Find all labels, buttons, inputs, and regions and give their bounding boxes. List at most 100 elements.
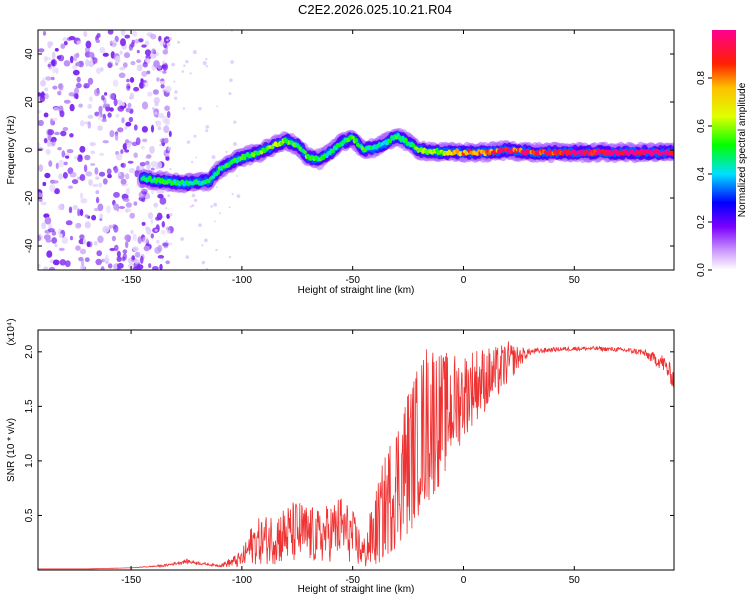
noise-speckle (159, 143, 162, 147)
noise-speckle (103, 103, 110, 107)
noise-speckle (96, 67, 101, 74)
noise-speckle (138, 81, 145, 89)
noise-speckle (52, 259, 60, 266)
x-tick-label: 0 (461, 575, 467, 586)
noise-speckle (38, 235, 42, 242)
noise-speckle (160, 83, 165, 89)
noise-speckle (113, 202, 118, 211)
noise-speckle (166, 152, 170, 157)
noise-speckle (84, 221, 91, 229)
noise-speckle (97, 203, 104, 212)
noise-speckle (131, 255, 135, 261)
noise-speckle (63, 60, 71, 67)
noise-speckle (99, 213, 104, 219)
noise-speckle (83, 164, 88, 173)
noise-speckle (65, 220, 73, 226)
noise-speckle (90, 150, 96, 155)
noise-speckle (105, 254, 109, 261)
noise-speckle (63, 40, 68, 46)
noise-speckle (139, 162, 146, 167)
noise-speckle (201, 260, 206, 265)
noise-speckle (59, 233, 63, 238)
spectral-ridge (136, 127, 674, 194)
noise-speckle (92, 183, 99, 188)
snr-y-label: SNR (10 * v/v) (6, 418, 17, 482)
noise-speckle (104, 92, 108, 96)
noise-speckle (38, 164, 44, 173)
noise-speckle (133, 201, 138, 206)
noise-speckle (75, 245, 81, 251)
noise-speckle (144, 40, 150, 47)
noise-speckle (69, 55, 74, 64)
noise-speckle (111, 39, 117, 48)
noise-speckle (151, 48, 156, 54)
noise-speckle (127, 102, 132, 108)
snr-frame (37, 329, 675, 571)
noise-speckle (102, 140, 109, 144)
noise-speckle (86, 241, 91, 248)
noise-speckle (119, 128, 123, 133)
noise-speckle (38, 197, 43, 202)
noise-speckle (185, 59, 189, 64)
noise-speckle (148, 263, 152, 268)
noise-speckle (127, 160, 134, 164)
noise-speckle (191, 160, 194, 163)
noise-speckle (82, 238, 87, 245)
noise-speckle (162, 242, 169, 247)
noise-speckle (79, 174, 86, 181)
noise-speckle (213, 202, 218, 207)
noise-speckle (50, 118, 54, 126)
noise-speckle (109, 93, 115, 100)
noise-speckle (156, 239, 160, 244)
noise-speckle (137, 236, 142, 244)
noise-speckle (100, 67, 104, 72)
noise-speckle (97, 235, 104, 244)
noise-speckle (205, 65, 208, 68)
noise-speckle (216, 186, 218, 189)
noise-speckle (177, 40, 181, 44)
noise-speckle (150, 167, 155, 171)
x-tick-label: -50 (345, 275, 360, 286)
noise-speckle (166, 229, 171, 234)
noise-speckle (107, 112, 112, 118)
noise-speckle (107, 173, 112, 179)
noise-speckle (38, 48, 45, 53)
noise-speckle (72, 205, 79, 210)
noise-speckle (45, 76, 52, 81)
y-tick-label: 40 (24, 48, 35, 60)
noise-speckle (126, 83, 131, 91)
noise-speckle (85, 171, 93, 177)
noise-speckle (109, 130, 115, 138)
noise-speckle (130, 61, 136, 66)
noise-speckle (98, 105, 103, 114)
noise-speckle (152, 89, 159, 95)
noise-speckle (168, 37, 172, 41)
noise-speckle (120, 30, 126, 36)
noise-speckle (146, 70, 151, 75)
noise-speckle (57, 204, 64, 211)
noise-speckle (120, 38, 126, 47)
noise-speckle (149, 145, 155, 154)
noise-speckle (174, 90, 178, 94)
snr-scale-note: (x10⁴) (6, 318, 17, 345)
noise-speckle (62, 172, 68, 179)
noise-speckle (166, 38, 169, 42)
noise-speckle (73, 53, 78, 62)
noise-speckle (150, 33, 157, 40)
noise-speckle (125, 202, 132, 208)
noise-speckle (167, 146, 172, 151)
noise-speckle (49, 184, 56, 192)
noise-speckle (150, 124, 155, 133)
noise-speckle (46, 250, 53, 258)
noise-speckle (101, 95, 105, 101)
y-tick-label: 2.0 (24, 344, 35, 358)
noise-speckle (109, 40, 113, 46)
noise-speckle (185, 255, 190, 259)
noise-speckle (230, 60, 234, 64)
noise-speckle (80, 198, 88, 204)
noise-speckle (79, 234, 85, 240)
noise-speckle (134, 39, 140, 44)
noise-speckle (119, 66, 126, 71)
y-tick-label: -40 (24, 238, 35, 253)
noise-speckle (102, 225, 110, 234)
